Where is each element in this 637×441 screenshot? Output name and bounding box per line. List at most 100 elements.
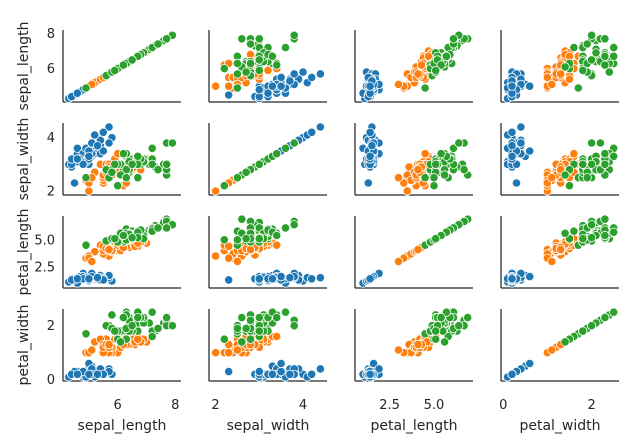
data-point bbox=[595, 138, 606, 148]
data-point bbox=[104, 122, 114, 132]
data-point bbox=[431, 334, 441, 344]
data-point bbox=[232, 69, 242, 79]
data-point bbox=[586, 321, 597, 331]
data-point bbox=[224, 241, 234, 251]
data-point bbox=[104, 339, 114, 350]
data-point bbox=[393, 345, 404, 355]
data-point bbox=[113, 181, 123, 191]
data-point bbox=[586, 55, 597, 65]
data-point bbox=[254, 55, 264, 65]
data-point bbox=[413, 165, 423, 175]
data-point bbox=[92, 369, 103, 379]
data-point bbox=[211, 251, 221, 261]
data-point bbox=[586, 233, 597, 243]
data-point bbox=[224, 275, 234, 285]
data-point bbox=[393, 79, 404, 90]
data-point bbox=[429, 173, 439, 183]
data-point bbox=[436, 149, 446, 159]
data-point bbox=[560, 170, 570, 180]
y-tick-label: 2 bbox=[47, 185, 55, 200]
data-point bbox=[72, 369, 83, 379]
data-point bbox=[107, 167, 117, 177]
data-point bbox=[578, 159, 588, 169]
data-point bbox=[241, 323, 251, 333]
data-point bbox=[507, 274, 517, 284]
data-point bbox=[429, 181, 439, 191]
data-point bbox=[315, 273, 325, 283]
data-point bbox=[224, 348, 234, 358]
panel-petal_width-vs-petal_length bbox=[354, 307, 473, 382]
data-point bbox=[232, 345, 242, 355]
panel-sepal_width-vs-sepal_width bbox=[208, 122, 327, 196]
panel-petal_length-vs-sepal_length bbox=[62, 214, 181, 289]
data-point bbox=[280, 307, 291, 317]
data-point bbox=[267, 51, 277, 61]
data-point bbox=[84, 274, 94, 284]
data-point bbox=[254, 234, 264, 244]
data-point bbox=[118, 312, 129, 323]
data-point bbox=[104, 245, 114, 255]
data-point bbox=[573, 83, 583, 93]
data-point bbox=[92, 141, 103, 151]
y-tick-label: 2.5 bbox=[34, 260, 55, 275]
data-point bbox=[241, 234, 251, 244]
data-point bbox=[84, 186, 94, 196]
data-point bbox=[245, 58, 256, 69]
data-point bbox=[127, 321, 137, 331]
data-point bbox=[245, 245, 256, 255]
data-point bbox=[104, 138, 114, 148]
data-point bbox=[162, 312, 172, 323]
data-point bbox=[98, 146, 108, 156]
x-tick-label: 5.0 bbox=[424, 398, 445, 413]
data-point bbox=[280, 42, 291, 53]
data-point bbox=[162, 159, 172, 169]
data-point bbox=[90, 130, 100, 140]
data-point bbox=[254, 65, 264, 76]
data-point bbox=[564, 181, 575, 191]
data-point bbox=[232, 256, 242, 267]
data-point bbox=[315, 364, 325, 374]
data-point bbox=[87, 345, 97, 355]
data-point bbox=[84, 151, 94, 161]
data-point bbox=[307, 274, 317, 284]
data-point bbox=[525, 81, 535, 91]
data-point bbox=[315, 122, 325, 132]
data-point bbox=[507, 127, 517, 137]
data-point bbox=[263, 88, 273, 98]
data-point bbox=[416, 60, 427, 70]
panel-sepal_width-vs-petal_width bbox=[500, 122, 619, 196]
data-point bbox=[116, 337, 126, 347]
data-point bbox=[224, 90, 234, 100]
x-tick-label: 8 bbox=[171, 398, 179, 413]
data-point bbox=[219, 235, 229, 245]
data-point bbox=[307, 369, 317, 379]
data-point bbox=[272, 312, 282, 323]
data-point bbox=[609, 307, 619, 317]
data-point bbox=[110, 234, 120, 244]
data-point bbox=[289, 69, 299, 79]
data-point bbox=[147, 159, 157, 169]
data-point bbox=[582, 173, 592, 183]
data-point bbox=[147, 143, 157, 153]
data-point bbox=[211, 348, 221, 358]
data-point bbox=[153, 165, 163, 175]
data-point bbox=[289, 220, 299, 230]
data-point bbox=[84, 369, 94, 379]
data-point bbox=[241, 67, 251, 77]
data-point bbox=[289, 30, 299, 40]
panel-sepal_length-vs-petal_width bbox=[500, 30, 619, 104]
data-point bbox=[133, 173, 143, 183]
data-point bbox=[564, 74, 575, 84]
data-point bbox=[448, 34, 459, 44]
data-point bbox=[276, 366, 286, 377]
panel-petal_length-vs-petal_width bbox=[500, 214, 619, 289]
data-point bbox=[307, 72, 317, 83]
data-point bbox=[118, 149, 129, 159]
x-tick-label: 2 bbox=[587, 398, 595, 413]
data-point bbox=[153, 323, 163, 333]
y-tick-label: 8 bbox=[47, 27, 55, 42]
data-point bbox=[107, 310, 117, 320]
data-point bbox=[232, 323, 242, 333]
data-point bbox=[454, 321, 464, 331]
